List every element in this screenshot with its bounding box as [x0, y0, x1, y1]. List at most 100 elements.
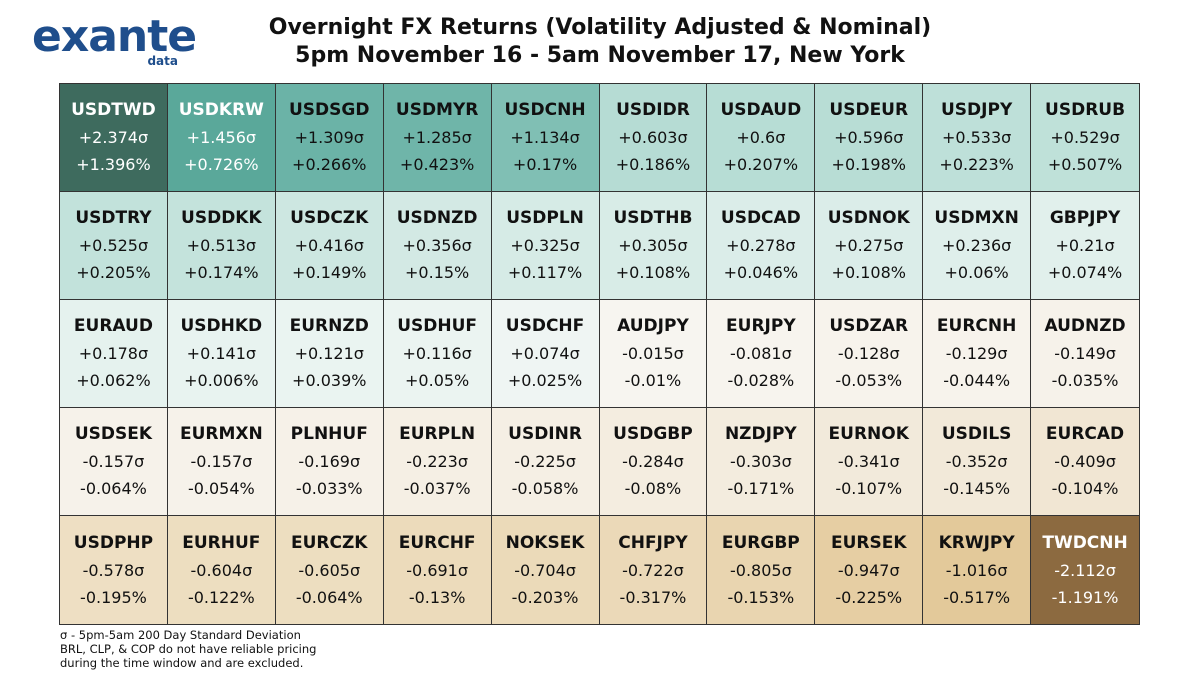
- chart-title-line-2: 5pm November 16 - 5am November 17, New Y…: [295, 43, 905, 68]
- cell-percent-value: +0.05%: [405, 371, 470, 390]
- cell-percent-value: +0.205%: [76, 263, 151, 282]
- cell-percent-value: -0.13%: [408, 587, 466, 607]
- cell-pair-label: AUDNZD: [1044, 316, 1126, 336]
- cell-pair-label: USDCZK: [290, 208, 369, 228]
- cell-percent-value: -0.517%: [943, 587, 1011, 607]
- cell-pair-label: USDIDR: [616, 100, 690, 120]
- cell-sigma-value: -0.605σ: [298, 560, 361, 580]
- heatmap-cell: USDHKD +0.141σ +0.006%: [167, 300, 276, 408]
- cell-sigma-value: +0.596σ: [834, 128, 904, 147]
- heatmap-cell: USDILS -0.352σ -0.145%: [923, 408, 1032, 516]
- heatmap-cell: AUDJPY -0.015σ -0.01%: [599, 300, 708, 408]
- cell-pair-label: USDEUR: [829, 100, 909, 120]
- chart-title: Overnight FX Returns (Volatility Adjuste…: [200, 14, 1000, 70]
- cell-percent-value: +0.025%: [507, 371, 583, 390]
- cell-percent-value: -0.317%: [619, 587, 687, 607]
- cell-pair-label: EURSEK: [830, 532, 907, 553]
- cell-percent-value: +0.186%: [615, 155, 691, 174]
- cell-pair-label: USDILS: [941, 424, 1012, 444]
- cell-pair-label: TWDCNH: [1042, 532, 1128, 553]
- heatmap-cell: EURJPY -0.081σ -0.028%: [707, 300, 816, 408]
- cell-sigma-value: +0.525σ: [78, 236, 149, 255]
- cell-sigma-value: -0.157σ: [82, 452, 145, 471]
- cell-percent-value: -0.122%: [187, 587, 255, 607]
- cell-pair-label: USDHKD: [180, 316, 263, 336]
- cell-pair-label: EURPLN: [399, 424, 476, 444]
- cell-sigma-value: -0.578σ: [82, 560, 145, 580]
- cell-pair-label: AUDJPY: [617, 316, 689, 336]
- heatmap-cell: NOKSEK -0.704σ -0.203%: [491, 516, 600, 624]
- cell-sigma-value: -0.722σ: [622, 560, 684, 580]
- fx-returns-heatmap: USDTWD +2.374σ +1.396% USDKRW +1.456σ +0.726%…: [59, 83, 1140, 625]
- heatmap-cell: USDCAD +0.278σ +0.046%: [707, 192, 816, 300]
- logo-wordmark: exante: [32, 11, 197, 62]
- heatmap-cell: USDDKK +0.513σ +0.174%: [167, 192, 276, 300]
- heatmap-cell: USDAUD +0.6σ +0.207%: [707, 84, 816, 192]
- cell-percent-value: +0.507%: [1047, 155, 1123, 174]
- cell-percent-value: -0.171%: [727, 479, 795, 498]
- cell-sigma-value: +0.6σ: [736, 128, 786, 147]
- cell-pair-label: USDMXN: [934, 208, 1019, 228]
- cell-sigma-value: -0.169σ: [298, 452, 361, 471]
- cell-sigma-value: -0.225σ: [514, 452, 576, 471]
- heatmap-cell: EURGBP -0.805σ -0.153%: [707, 516, 816, 624]
- cell-pair-label: USDRUB: [1045, 100, 1126, 120]
- heatmap-cell: USDSGD +1.309σ +0.266%: [275, 84, 384, 192]
- cell-percent-value: +0.198%: [831, 155, 906, 174]
- cell-percent-value: +0.15%: [405, 263, 470, 282]
- cell-sigma-value: +0.603σ: [618, 128, 688, 147]
- cell-sigma-value: +0.325σ: [510, 236, 580, 255]
- cell-percent-value: -0.058%: [511, 479, 579, 498]
- cell-percent-value: +0.108%: [615, 263, 691, 282]
- chart-title-line-1: Overnight FX Returns (Volatility Adjuste…: [268, 15, 932, 40]
- cell-pair-label: USDTWD: [71, 100, 156, 120]
- heatmap-cell: USDGBP -0.284σ -0.08%: [599, 408, 708, 516]
- cell-percent-value: +0.17%: [512, 155, 578, 174]
- cell-sigma-value: -0.604σ: [190, 560, 253, 580]
- heatmap-cell: EURHUF -0.604σ -0.122%: [167, 516, 276, 624]
- heatmap-cell: USDHUF +0.116σ +0.05%: [383, 300, 492, 408]
- footnote-line-3: during the time window and are excluded.: [60, 656, 304, 670]
- heatmap-cell: PLNHUF -0.169σ -0.033%: [275, 408, 384, 516]
- cell-pair-label: USDDKK: [181, 208, 262, 228]
- cell-sigma-value: +0.533σ: [941, 128, 1012, 147]
- cell-percent-value: -0.153%: [727, 587, 795, 607]
- cell-sigma-value: -2.112σ: [1054, 560, 1116, 580]
- heatmap-cell: USDPHP -0.578σ -0.195%: [60, 516, 168, 624]
- heatmap-cell: EURNOK -0.341σ -0.107%: [815, 408, 924, 516]
- cell-pair-label: GBPJPY: [1049, 208, 1121, 228]
- heatmap-cell: EURAUD +0.178σ +0.062%: [60, 300, 168, 408]
- cell-sigma-value: -0.341σ: [837, 452, 900, 471]
- footnote-line-2: BRL, CLP, & COP do not have reliable pri…: [60, 642, 317, 656]
- cell-percent-value: -0.203%: [511, 587, 579, 607]
- cell-percent-value: -0.053%: [835, 371, 903, 390]
- heatmap-cell: KRWJPY -1.016σ -0.517%: [923, 516, 1032, 624]
- heatmap-cell: USDZAR -0.128σ -0.053%: [815, 300, 924, 408]
- cell-percent-value: +0.149%: [292, 263, 367, 282]
- cell-pair-label: USDJPY: [941, 100, 1013, 120]
- cell-sigma-value: -0.352σ: [945, 452, 1008, 471]
- cell-pair-label: USDPLN: [506, 208, 584, 228]
- cell-sigma-value: +0.21σ: [1055, 236, 1115, 255]
- cell-sigma-value: -0.015σ: [622, 344, 684, 363]
- logo-subtext: data: [147, 54, 178, 68]
- heatmap-cell: USDNZD +0.356σ +0.15%: [383, 192, 492, 300]
- cell-pair-label: EURJPY: [726, 316, 796, 336]
- heatmap-cell: USDIDR +0.603σ +0.186%: [599, 84, 708, 192]
- cell-pair-label: USDCAD: [720, 208, 801, 228]
- heatmap-cell: USDCHF +0.074σ +0.025%: [491, 300, 600, 408]
- cell-percent-value: -0.054%: [187, 479, 255, 498]
- cell-percent-value: -0.104%: [1051, 479, 1119, 498]
- cell-percent-value: +0.174%: [184, 263, 259, 282]
- cell-pair-label: USDTRY: [75, 208, 152, 228]
- cell-percent-value: +0.117%: [507, 263, 583, 282]
- cell-sigma-value: -0.947σ: [837, 560, 900, 580]
- cell-sigma-value: +0.513σ: [186, 236, 257, 255]
- cell-percent-value: +0.006%: [184, 371, 259, 390]
- cell-pair-label: USDSEK: [74, 424, 153, 444]
- heatmap-cell: EURSEK -0.947σ -0.225%: [815, 516, 924, 624]
- cell-pair-label: EURCZK: [291, 532, 368, 553]
- exante-logo: exante data: [32, 14, 197, 69]
- cell-sigma-value: -0.128σ: [837, 344, 900, 363]
- heatmap-cell: USDTRY +0.525σ +0.205%: [60, 192, 168, 300]
